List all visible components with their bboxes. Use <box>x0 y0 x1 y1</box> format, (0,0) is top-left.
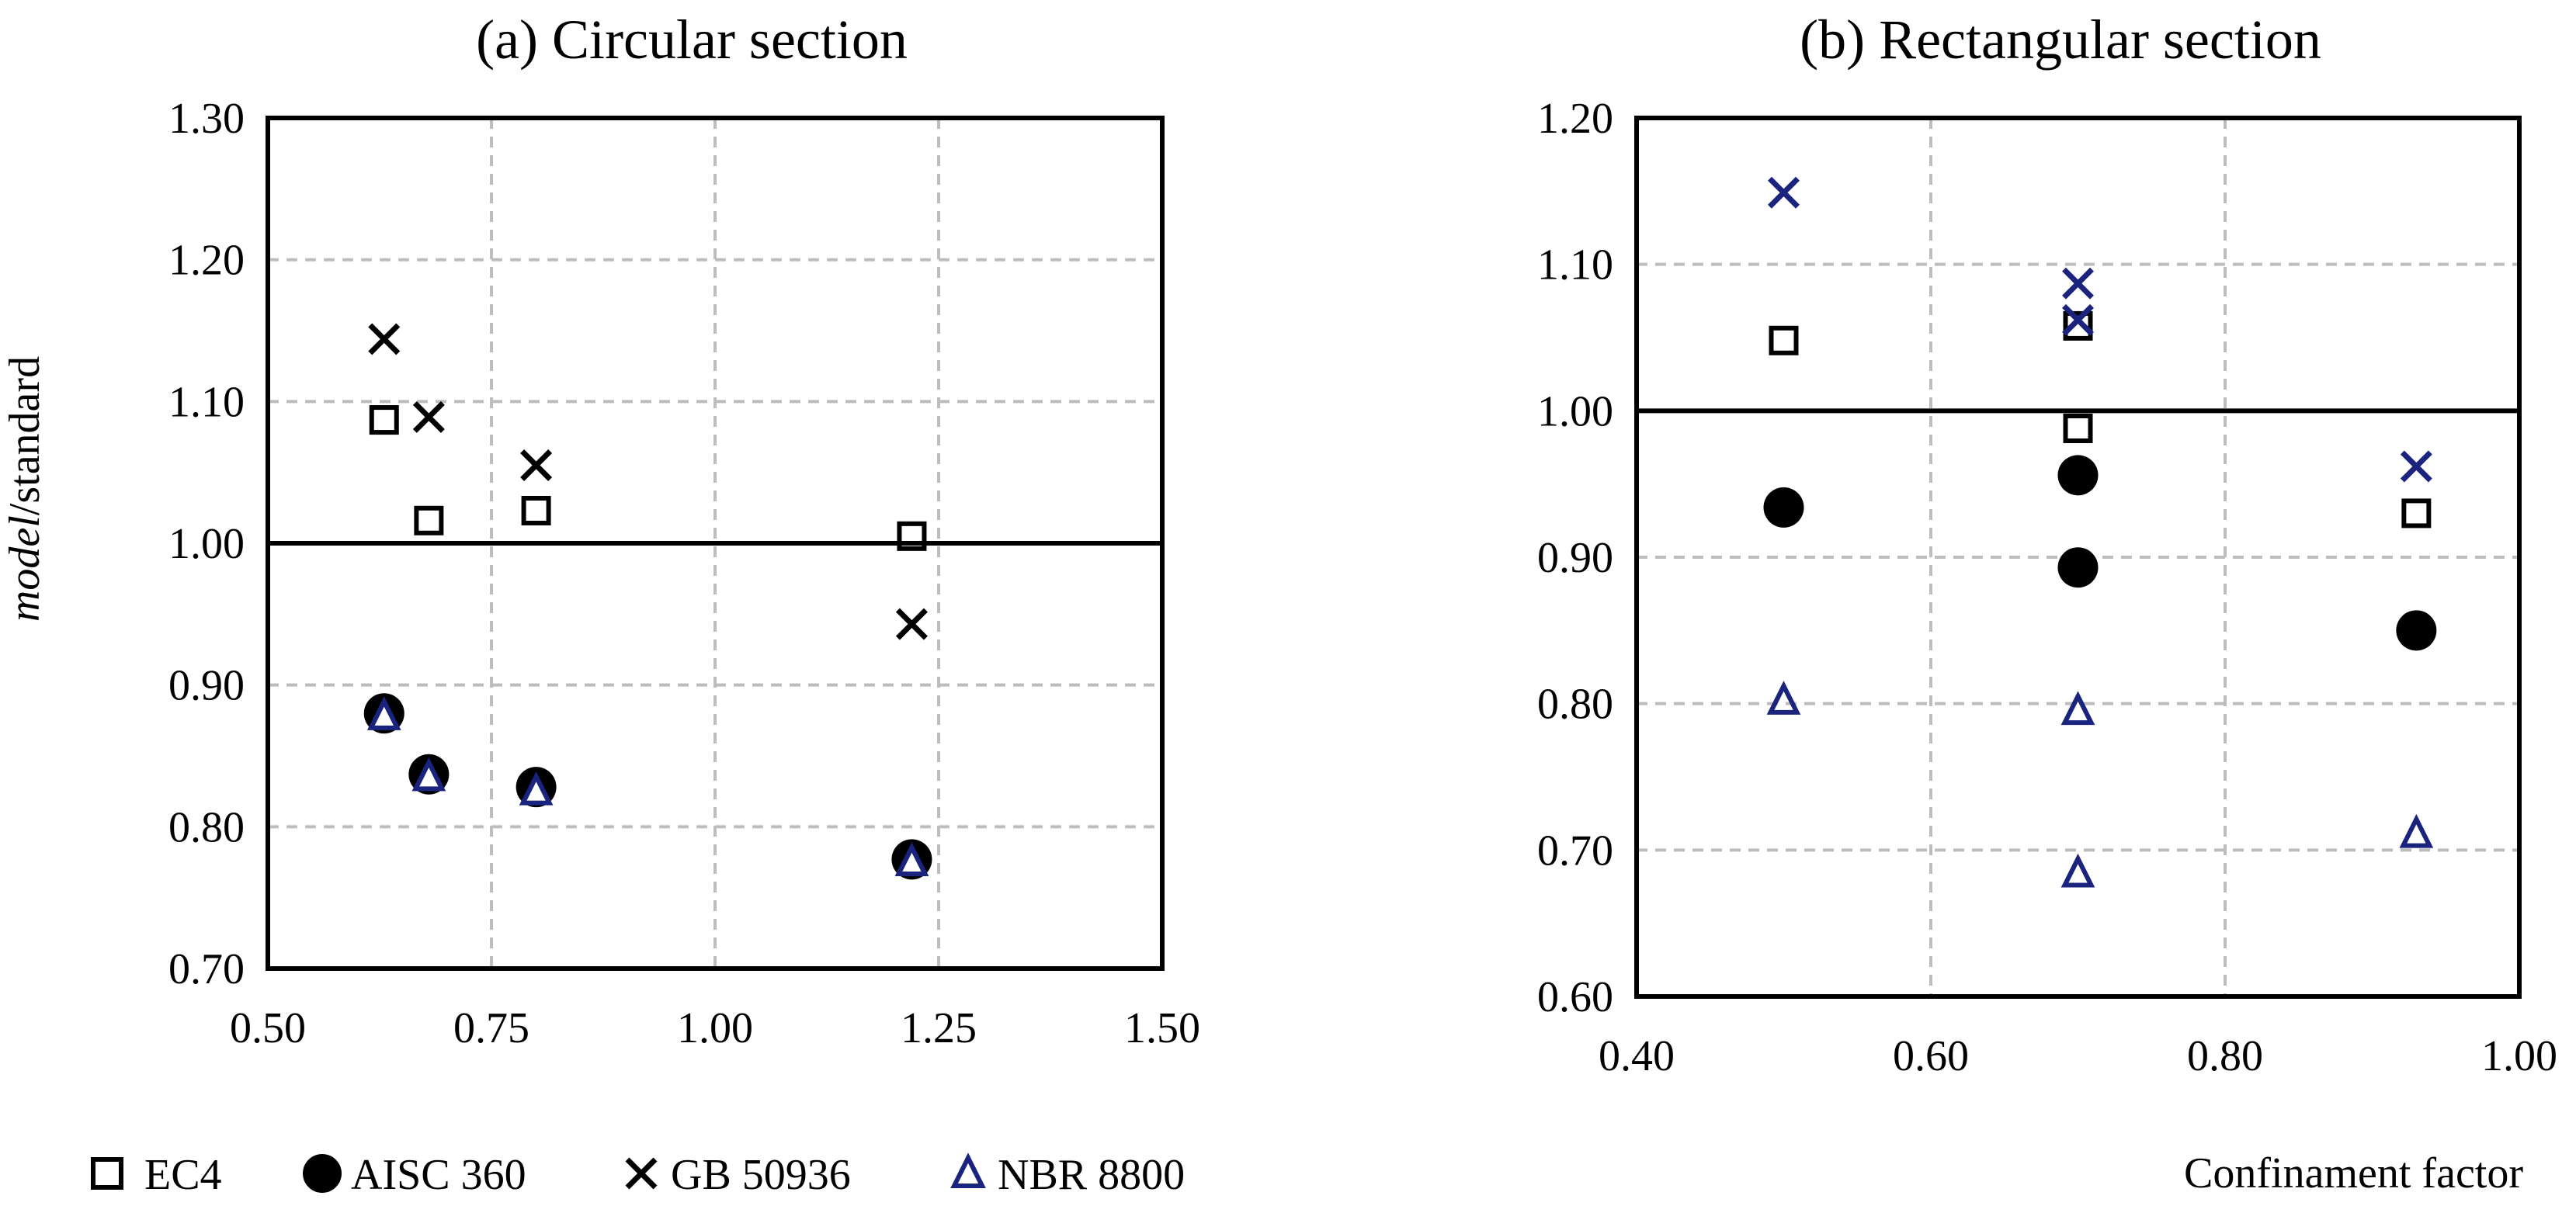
point-nbr-rectangular <box>1766 681 1801 715</box>
y-tick-label-rectangular: 1.10 <box>1537 241 1613 289</box>
point-aisc-rectangular <box>2057 455 2099 496</box>
point-gb-circular <box>895 608 928 640</box>
plot-frame-rectangular <box>1634 116 2522 999</box>
point-nbr-rectangular <box>2060 691 2095 726</box>
point-aisc-rectangular <box>2057 547 2099 588</box>
x-tick-label-circular: 0.75 <box>453 1004 529 1052</box>
y-tick-label-rectangular: 0.70 <box>1537 827 1613 875</box>
y-tick-label-circular: 1.20 <box>168 237 245 285</box>
panel-circular-section: (a) Circular section model/standard 0.50… <box>1 9 1200 1052</box>
legend-label-ec4: EC4 <box>144 1151 222 1199</box>
plot-border-rectangular <box>1634 116 2522 999</box>
y-tick-label-rectangular: 0.80 <box>1537 681 1613 729</box>
x-tick-label-rectangular: 0.80 <box>2187 1032 2263 1080</box>
x-tick-label-rectangular: 0.40 <box>1599 1032 1675 1080</box>
x-cross-icon <box>625 1157 658 1190</box>
y-tick-label-rectangular: 1.00 <box>1537 387 1613 435</box>
point-ec4-rectangular <box>2401 498 2432 529</box>
legend-label-nbr: NBR 8800 <box>998 1151 1185 1199</box>
x-tick-label-circular: 0.50 <box>230 1004 306 1052</box>
square-open-icon <box>91 1157 123 1190</box>
chart-title-circular: (a) Circular section <box>476 9 908 71</box>
x-tick-label-circular: 1.50 <box>1124 1004 1200 1052</box>
point-ec4-rectangular <box>2063 413 2093 443</box>
marks-rectangular <box>1763 176 2437 888</box>
legend-label-gb: GB 50936 <box>671 1151 851 1199</box>
legend-item-ec4: EC4 <box>91 1151 222 1199</box>
plot-frame-circular <box>266 116 1165 971</box>
marks-circular <box>363 323 932 880</box>
point-aisc-rectangular <box>2396 610 2437 651</box>
tick-labels-rectangular: 0.40 0.60 0.80 1.00 0.60 0.70 0.80 0.90 1.00 1.10… <box>1537 95 2557 1080</box>
point-gb-rectangular <box>2400 450 2432 483</box>
y-tick-label-circular: 0.70 <box>168 945 245 993</box>
tick-labels-circular: 0.50 0.75 1.00 1.25 1.50 0.70 0.80 0.90 1.00 1.10… <box>168 95 1200 1052</box>
point-nbr-circular <box>519 771 554 806</box>
point-nbr-circular <box>411 757 446 792</box>
point-nbr-rectangular <box>2060 853 2095 888</box>
point-nbr-circular <box>894 842 929 876</box>
point-ec4-circular <box>521 495 551 525</box>
point-gb-rectangular <box>2062 267 2094 300</box>
y-tick-label-circular: 1.30 <box>168 95 245 143</box>
y-tick-label-circular: 1.10 <box>168 378 245 426</box>
x-tick-label-circular: 1.25 <box>901 1004 977 1052</box>
point-gb-circular <box>412 400 445 433</box>
y-tick-label-circular: 1.00 <box>168 520 245 568</box>
panel-rectangular-section: (b) Rectangular section 0.40 0.60 0.80 1.00… <box>1537 9 2557 1197</box>
circle-filled-icon <box>303 1154 342 1193</box>
point-gb-rectangular <box>2062 303 2094 336</box>
legend-item-gb: GB 50936 <box>625 1151 851 1199</box>
y-tick-label-rectangular: 1.20 <box>1537 95 1613 143</box>
triangle-open-icon <box>950 1152 986 1188</box>
y-axis-label: model/standard <box>1 356 49 622</box>
legend-item-nbr: NBR 8800 <box>950 1151 1185 1199</box>
point-ec4-circular <box>369 405 399 435</box>
point-gb-circular <box>520 449 553 482</box>
legend-label-aisc: AISC 360 <box>351 1151 526 1199</box>
point-ec4-rectangular <box>2063 310 2093 341</box>
legend: EC4 AISC 360 GB 50936 NBR 8800 <box>91 1151 1185 1199</box>
point-gb-rectangular <box>1768 176 1800 209</box>
y-axis-label-rest: /standard <box>1 356 49 515</box>
legend-item-aisc: AISC 360 <box>303 1151 526 1199</box>
chart-title-rectangular: (b) Rectangular section <box>1800 9 2321 71</box>
x-tick-label-rectangular: 1.00 <box>2481 1032 2557 1080</box>
point-nbr-rectangular <box>2399 813 2434 848</box>
point-ec4-circular <box>897 521 927 551</box>
x-tick-label-circular: 1.00 <box>677 1004 753 1052</box>
point-nbr-circular <box>366 696 401 730</box>
x-tick-label-rectangular: 0.60 <box>1893 1032 1969 1080</box>
point-ec4-rectangular <box>1769 325 1799 355</box>
y-axis-label-italic: model <box>1 515 49 622</box>
x-axis-label: Confinament factor <box>2184 1149 2523 1197</box>
point-gb-circular <box>368 323 401 355</box>
y-tick-label-circular: 0.80 <box>168 803 245 851</box>
point-ec4-circular <box>414 505 444 535</box>
y-tick-label-rectangular: 0.60 <box>1537 973 1613 1021</box>
plot-border-circular <box>266 116 1165 971</box>
y-tick-label-rectangular: 0.90 <box>1537 534 1613 582</box>
point-aisc-rectangular <box>1763 487 1804 528</box>
y-tick-label-circular: 0.90 <box>168 662 245 710</box>
